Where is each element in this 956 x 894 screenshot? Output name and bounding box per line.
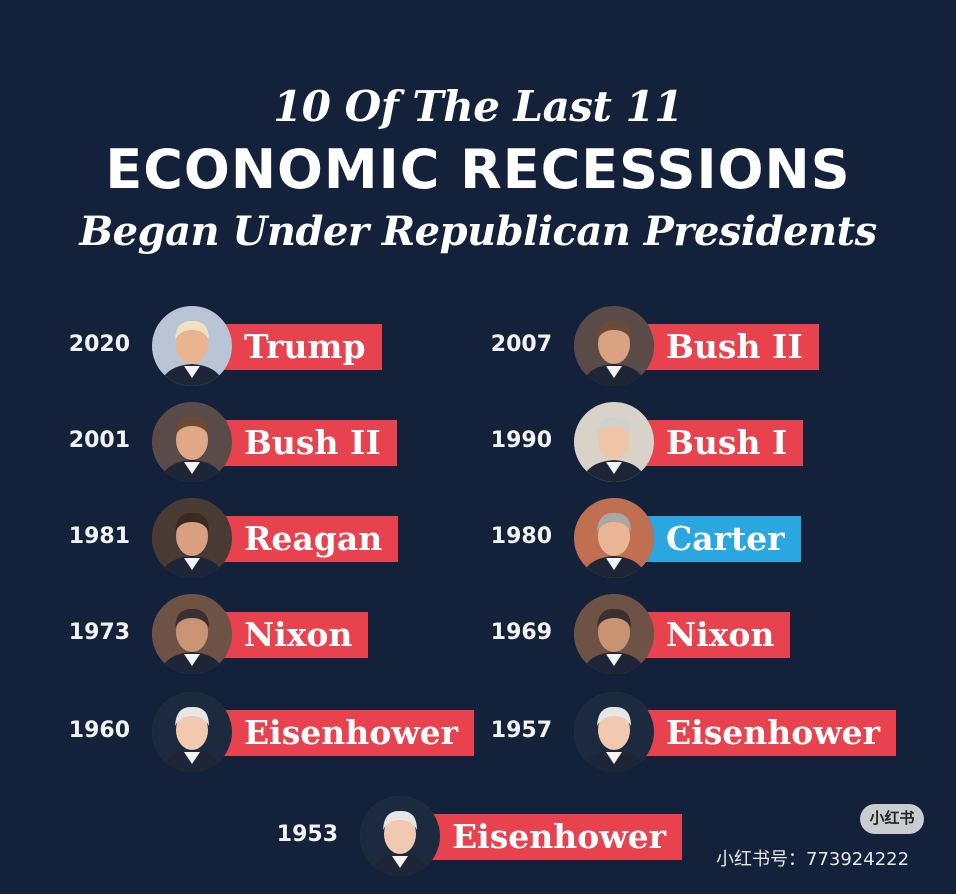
recession-year: 1981 — [68, 524, 130, 549]
recession-item-1957: 1957 Eisenhower — [472, 692, 902, 772]
president-portrait — [152, 402, 232, 482]
president-label: Reagan — [218, 516, 399, 562]
recession-year: 2020 — [68, 332, 130, 357]
recession-year: 2007 — [490, 332, 552, 357]
president-label: Bush II — [218, 420, 397, 466]
president-portrait — [574, 594, 654, 674]
president-portrait — [360, 796, 440, 876]
recession-item-1960: 1960 Eisenhower — [50, 692, 480, 772]
president-label: Nixon — [640, 612, 791, 658]
recession-item-2007: 2007 Bush II — [472, 306, 832, 386]
portrait-face-icon — [152, 692, 232, 772]
portrait-face-icon — [152, 498, 232, 578]
recession-year: 1969 — [490, 620, 552, 645]
recession-item-1973: 1973 Nixon — [50, 594, 410, 674]
watermark-id: 小红书号：773924222 — [716, 849, 910, 870]
president-label: Trump — [218, 324, 382, 370]
president-label: Carter — [640, 516, 801, 562]
title-line-1: 10 Of The Last 11 — [273, 82, 683, 131]
recession-year: 1973 — [68, 620, 130, 645]
recession-item-1980: 1980 Carter — [472, 498, 832, 578]
president-portrait — [152, 306, 232, 386]
recession-year: 2001 — [68, 428, 130, 453]
portrait-face-icon — [574, 498, 654, 578]
president-portrait — [152, 692, 232, 772]
portrait-face-icon — [360, 796, 440, 876]
portrait-face-icon — [574, 594, 654, 674]
recession-item-1990: 1990 Bush I — [472, 402, 832, 482]
portrait-face-icon — [574, 306, 654, 386]
watermark-badge: 小红书 — [860, 804, 924, 834]
portrait-face-icon — [574, 402, 654, 482]
portrait-face-icon — [152, 594, 232, 674]
recession-item-2020: 2020 Trump — [50, 306, 410, 386]
recession-item-1981: 1981 Reagan — [50, 498, 410, 578]
president-label: Eisenhower — [640, 710, 897, 756]
president-label: Bush I — [640, 420, 804, 466]
recession-year: 1957 — [490, 718, 552, 743]
recession-item-1969: 1969 Nixon — [472, 594, 832, 674]
portrait-face-icon — [574, 692, 654, 772]
recession-year: 1990 — [490, 428, 552, 453]
title-line-2: ECONOMIC RECESSIONS — [105, 138, 851, 201]
president-label: Bush II — [640, 324, 819, 370]
president-label: Nixon — [218, 612, 369, 658]
president-portrait — [152, 594, 232, 674]
recession-item-1953: 1953 Eisenhower — [258, 796, 688, 876]
president-portrait — [574, 692, 654, 772]
recession-year: 1960 — [68, 718, 130, 743]
president-label: Eisenhower — [218, 710, 475, 756]
title-line-3: Began Under Republican Presidents — [79, 208, 877, 255]
recession-item-2001: 2001 Bush II — [50, 402, 410, 482]
president-portrait — [574, 402, 654, 482]
portrait-face-icon — [152, 402, 232, 482]
president-portrait — [152, 498, 232, 578]
recession-year: 1953 — [276, 822, 338, 847]
president-portrait — [574, 498, 654, 578]
recession-year: 1980 — [490, 524, 552, 549]
president-label: Eisenhower — [426, 814, 683, 860]
president-portrait — [574, 306, 654, 386]
portrait-face-icon — [152, 306, 232, 386]
